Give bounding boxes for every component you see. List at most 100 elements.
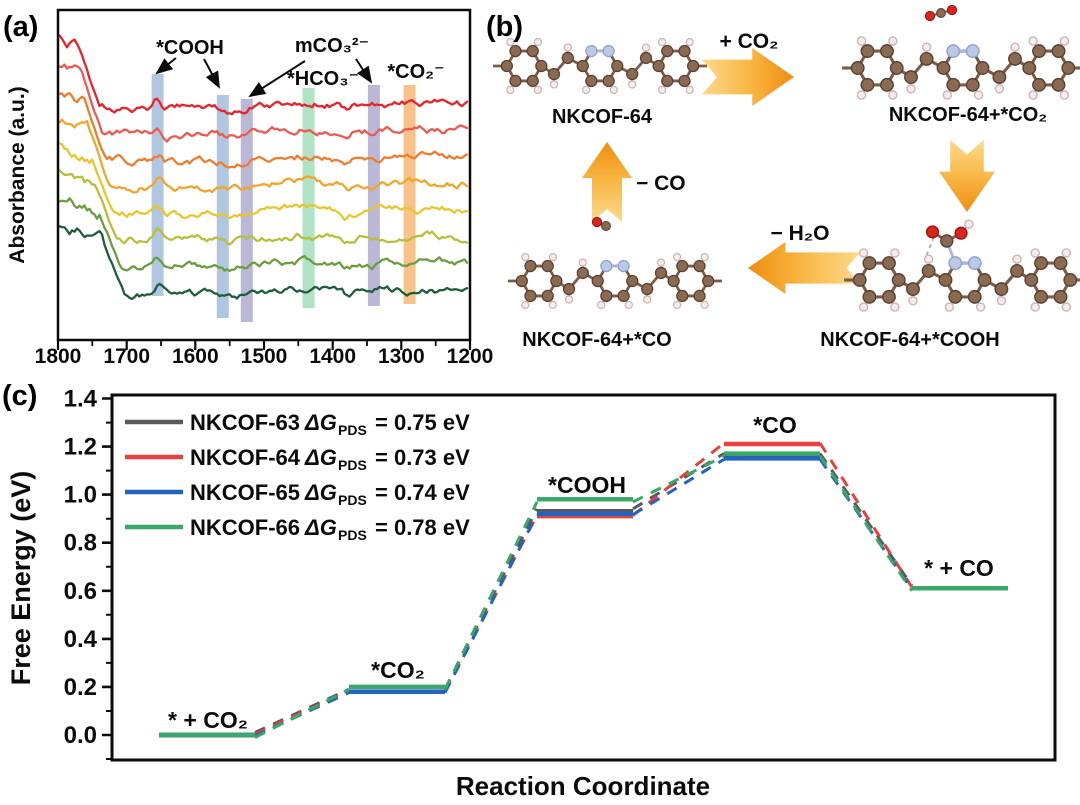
hydrogen-atom — [624, 300, 633, 310]
panel-a-axis-ticks — [56, 340, 472, 350]
carbon-atom — [860, 77, 875, 92]
carbon-atom — [652, 59, 665, 73]
carbon-atom — [576, 59, 589, 73]
carbon-atom — [667, 274, 680, 288]
y-tick-1.0: 1.0 — [64, 482, 97, 509]
carbon-atom — [654, 266, 668, 280]
state-label-star-cooh: *COOH — [548, 472, 626, 498]
hydrogen-atom — [1061, 248, 1072, 258]
nitrogen-atom — [585, 44, 598, 58]
legend-sub-2: PDS — [338, 492, 367, 508]
y-tick-1.2: 1.2 — [64, 434, 97, 461]
carbon-atom — [1053, 256, 1068, 271]
carbon-atom — [524, 259, 537, 273]
carbon-atom — [1051, 44, 1066, 59]
legend: NKCOF-63 ΔG PDS = 0.75 eV NKCOF-64 ΔG PD… — [125, 410, 470, 543]
carbon-atom — [693, 259, 706, 273]
carbon-atom — [1010, 263, 1024, 278]
ftir-trace-2 — [58, 63, 469, 143]
nitrogen-atom — [965, 44, 980, 59]
carbon-atom — [535, 59, 548, 73]
carbon-atom — [852, 273, 867, 287]
hydrogen-atom — [657, 85, 667, 95]
hydrogen-bond-dashed — [925, 236, 935, 257]
oxygen-atom — [954, 226, 968, 240]
oxygen-atom — [925, 225, 940, 239]
carbon-atom — [881, 289, 896, 304]
carbon-atom — [693, 289, 706, 303]
arrow-label-minus-co: − CO — [636, 172, 686, 195]
arrow-down — [939, 140, 995, 212]
hydrogen-atom — [923, 254, 934, 264]
hydrogen-atom — [1028, 90, 1038, 100]
hydrogen-atom — [964, 219, 974, 229]
y-tick-0.6: 0.6 — [64, 578, 97, 605]
hydrogen-atom — [1059, 90, 1070, 100]
carbon-atom — [509, 74, 522, 88]
carbon-atom — [515, 274, 529, 288]
hydrogen-atom — [506, 85, 515, 95]
carbon-atom — [879, 44, 894, 59]
hydrogen-atom — [1012, 254, 1022, 264]
x-tick-1600: 1600 — [172, 345, 219, 368]
state-label-star-co: *CO — [753, 412, 796, 438]
carbon-atom — [576, 266, 589, 280]
hydrogen-atom — [700, 300, 709, 310]
co2-molecule — [924, 4, 958, 22]
carbon-atom — [850, 61, 865, 75]
hydrogen-atom — [549, 80, 559, 89]
carbon-atom — [678, 44, 691, 58]
carbon-atom — [946, 77, 961, 92]
state-label-star-plus-co: * + CO — [924, 555, 994, 581]
carbon-atom — [975, 61, 990, 75]
legend-dg-3: ΔG — [304, 515, 337, 540]
molecule-label-nkcof64-co2: NKCOF-64+*CO₂ — [889, 104, 1047, 126]
oxygen-atom — [946, 4, 958, 16]
ftir-plot-area — [58, 34, 469, 322]
hydrogen-atom — [996, 296, 1007, 306]
legend-value-3: = 0.78 eV — [375, 515, 470, 540]
carbon-atom — [921, 263, 936, 278]
panel-a-label: (a) — [3, 11, 38, 43]
carbon-atom — [639, 51, 653, 65]
hydrogen-atom — [657, 37, 667, 47]
hydrogen-atom — [890, 302, 900, 312]
carbon-atom — [547, 67, 561, 81]
annotation-co2-radical: *CO₂⁻ — [387, 61, 444, 83]
carbon-atom — [936, 61, 951, 75]
hydrogen-atom — [533, 37, 543, 47]
panel-c-frame — [110, 393, 1057, 762]
panel-c-axis-ticks — [102, 397, 112, 760]
carbon-atom — [1034, 256, 1049, 271]
legend-value-1: = 0.73 eV — [375, 445, 470, 470]
molecule-nkcof-64 — [493, 37, 707, 95]
carbon-atom — [526, 74, 539, 88]
hydrogen-atom — [942, 90, 953, 100]
hydrogen-atom — [643, 295, 652, 304]
connector-NKCOF-66 — [254, 688, 350, 739]
carbon-atom — [591, 274, 604, 288]
arrow-plus-co2 — [702, 48, 794, 106]
hydrogen-atom — [582, 85, 591, 95]
oxygen-atom — [924, 10, 936, 22]
x-axis-minor-ticks — [91, 340, 437, 346]
hydrogen-atom — [506, 37, 515, 47]
nitrogen-atom — [602, 44, 615, 58]
ftir-trace-4 — [58, 118, 469, 194]
hydrogen-atom — [597, 300, 606, 310]
molecule-label-nkcof64-co: NKCOF-64+*CO — [522, 329, 671, 351]
carbon-atom — [967, 289, 982, 304]
hydrogen-atom — [973, 90, 984, 100]
legend-value-0: = 0.75 eV — [375, 410, 470, 435]
carbon-atom — [1053, 289, 1068, 304]
hydrogen-atom — [1061, 302, 1072, 312]
hydrogen-atom — [906, 84, 916, 94]
hydrogen-atom — [858, 248, 869, 258]
legend-name-nkcof66: NKCOF-66 — [190, 515, 300, 540]
ftir-trace-6 — [58, 169, 469, 246]
hydrogen-atom — [672, 300, 682, 310]
carbon-atom — [661, 74, 674, 88]
co-molecule — [591, 216, 611, 231]
carbon-atom — [600, 289, 613, 303]
y-tick-0.8: 0.8 — [64, 530, 97, 557]
